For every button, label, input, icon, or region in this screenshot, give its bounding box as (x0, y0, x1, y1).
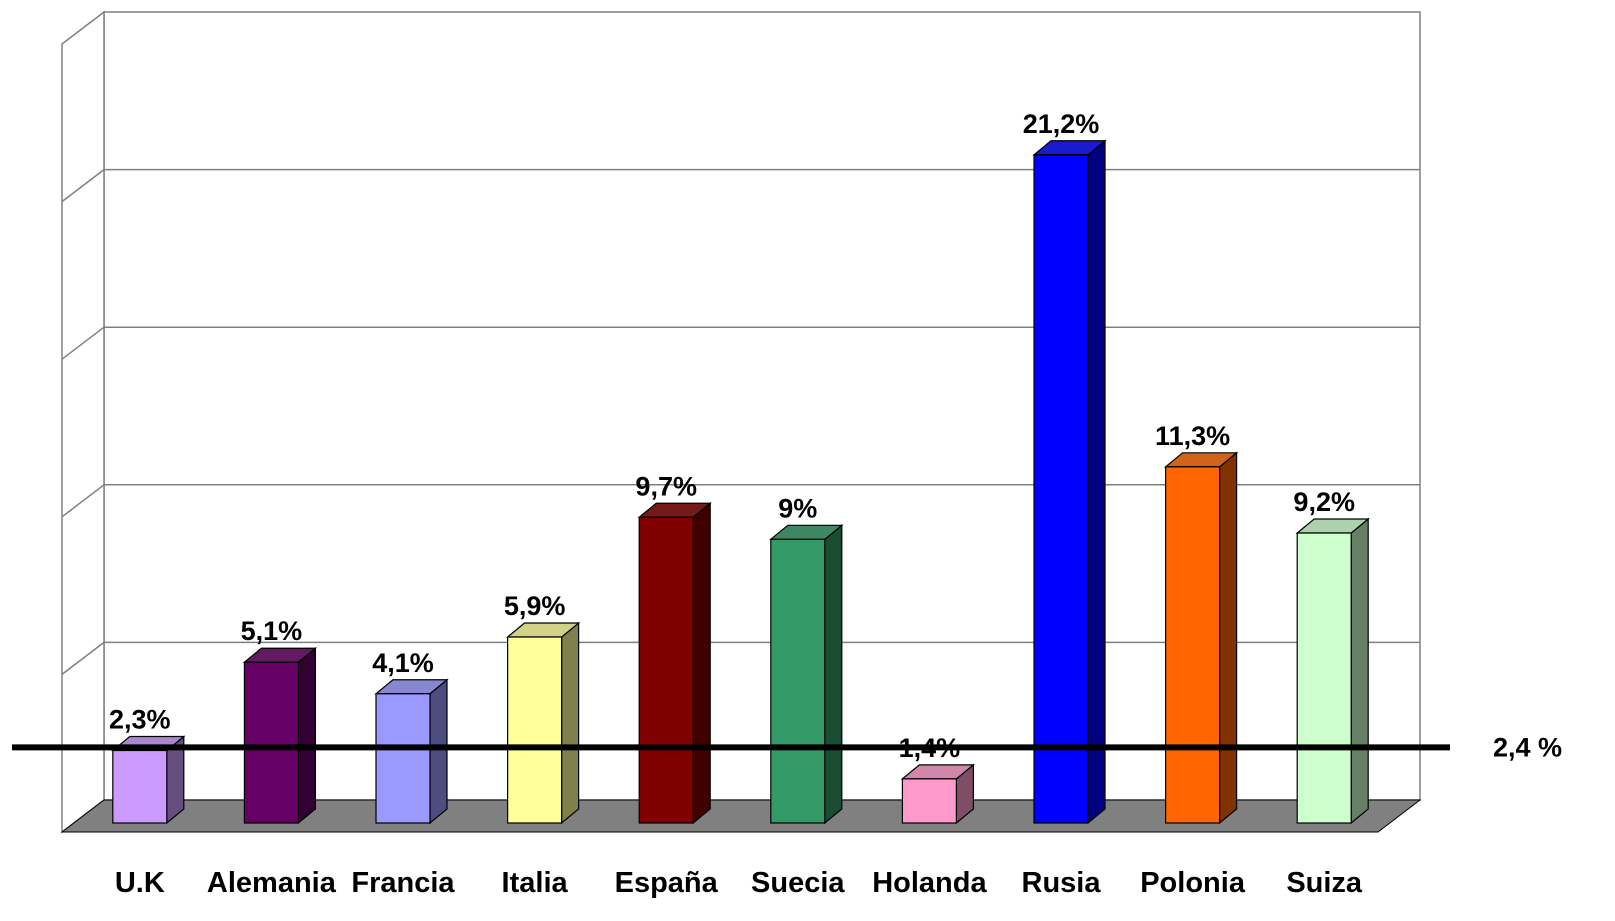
bar-side (692, 501, 711, 825)
category-label: Suecia (751, 867, 845, 899)
category-label: Holanda (872, 867, 987, 899)
bar-francia (374, 678, 449, 825)
category-label: Polonia (1140, 867, 1246, 899)
gridline (61, 641, 105, 675)
data-label: 4,1% (372, 648, 434, 678)
bar-side (560, 621, 580, 825)
bar-holanda (900, 763, 976, 825)
bar-front (1033, 154, 1089, 824)
bar-side (429, 678, 448, 825)
bar-front (770, 538, 826, 824)
bar-suecia (769, 524, 844, 825)
data-label: 9,7% (635, 471, 697, 501)
reference-line-group: 2,4 % (12, 732, 1562, 762)
bar-front (507, 636, 563, 824)
category-label: Rusia (1022, 867, 1102, 899)
bar-front (1296, 532, 1352, 824)
data-label: 9,2% (1293, 487, 1355, 517)
data-labels: 2,3%5,1%4,1%5,9%9,7%9%1,4%21,2%11,3%9,2% (109, 109, 1355, 763)
category-label: Alemania (207, 867, 337, 899)
bar-front (243, 661, 299, 824)
bar-front (638, 516, 694, 824)
side-wall (61, 10, 105, 834)
category-labels: U.K Alemania Francia Italia España Suecia Hola… (115, 867, 1363, 899)
bar-front (1164, 466, 1221, 824)
category-label: Suiza (1286, 867, 1363, 899)
bars (111, 139, 1370, 825)
bar-front (375, 693, 431, 824)
chart-frame (60, 10, 1422, 834)
category-label: Italia (502, 867, 569, 899)
bar-polonia (1163, 451, 1239, 825)
bar-italia (505, 621, 581, 825)
category-label: España (615, 867, 719, 899)
bar-side (1218, 451, 1238, 825)
reference-line-label: 2,4 % (1493, 732, 1562, 762)
bar-side (297, 646, 316, 825)
category-label: U.K (115, 867, 165, 899)
category-label: Francia (351, 867, 455, 899)
bar-side (1350, 517, 1369, 825)
gridline (61, 169, 105, 203)
bar-españa (637, 501, 712, 825)
bar-suiza (1295, 517, 1370, 825)
data-label: 11,3% (1155, 421, 1230, 451)
gridline (61, 326, 105, 360)
data-label: 5,9% (504, 591, 566, 621)
bar-front (901, 778, 958, 824)
bar-side (1087, 139, 1106, 825)
data-label: 5,1% (241, 616, 303, 646)
bar-alemania (242, 646, 318, 825)
data-label: 21,2% (1023, 109, 1100, 139)
bar-front (112, 749, 168, 824)
data-label: 2,3% (109, 705, 171, 735)
data-label: 9% (778, 493, 817, 523)
bar-side (824, 524, 843, 825)
gridline (61, 484, 105, 518)
bar-rusia (1032, 139, 1107, 825)
